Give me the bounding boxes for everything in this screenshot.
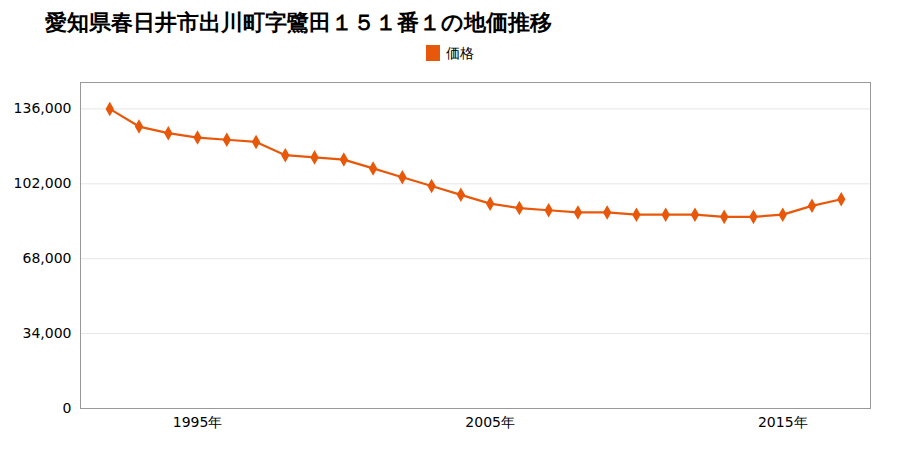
- svg-text:34,000: 34,000: [23, 325, 72, 341]
- html-text:価格: 価格: [446, 45, 474, 61]
- html-text:愛知県春日井市出川町字鷺田１５１番１の地価推移: 愛知県春日井市出川町字鷺田１５１番１の地価推移: [45, 10, 552, 35]
- svg-text:1995年: 1995年: [173, 414, 223, 430]
- svg-text:2005年: 2005年: [465, 414, 515, 430]
- svg-text:102,000: 102,000: [14, 175, 72, 191]
- svg-text:0: 0: [63, 400, 72, 416]
- svg-text:68,000: 68,000: [23, 250, 72, 266]
- svg-text:136,000: 136,000: [14, 100, 72, 116]
- svg-text:2015年: 2015年: [758, 414, 808, 430]
